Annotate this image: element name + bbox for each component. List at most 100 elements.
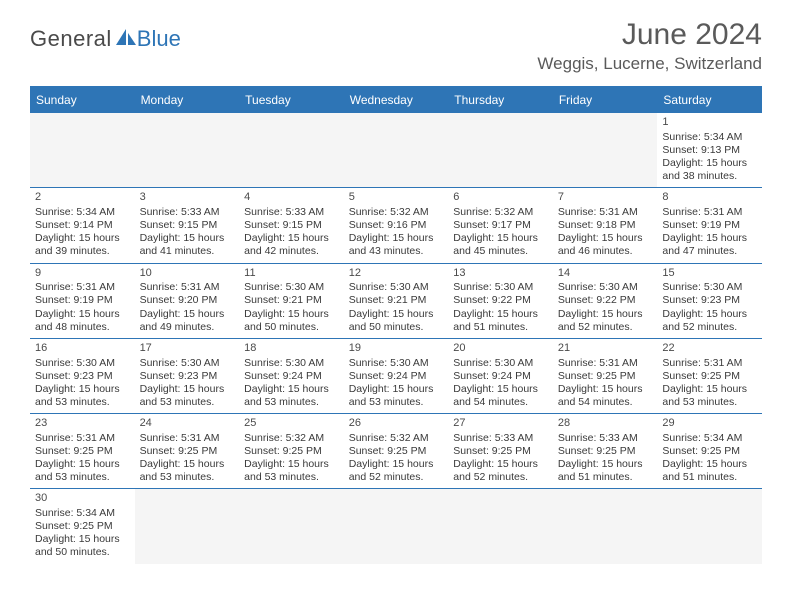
day-number: 2 bbox=[35, 191, 130, 205]
sunrise-text: Sunrise: 5:31 AM bbox=[35, 281, 130, 294]
sunset-text: Sunset: 9:25 PM bbox=[558, 445, 653, 458]
daylight-text: Daylight: 15 hours and 42 minutes. bbox=[244, 232, 339, 258]
daylight-text: Daylight: 15 hours and 50 minutes. bbox=[349, 308, 444, 334]
sunset-text: Sunset: 9:21 PM bbox=[349, 294, 444, 307]
sail-icon bbox=[115, 28, 137, 46]
sunset-text: Sunset: 9:25 PM bbox=[140, 445, 235, 458]
day-cell: 10Sunrise: 5:31 AMSunset: 9:20 PMDayligh… bbox=[135, 264, 240, 338]
day-number: 24 bbox=[140, 417, 235, 431]
sunset-text: Sunset: 9:22 PM bbox=[558, 294, 653, 307]
day-cell: 24Sunrise: 5:31 AMSunset: 9:25 PMDayligh… bbox=[135, 414, 240, 488]
day-number: 4 bbox=[244, 191, 339, 205]
sunrise-text: Sunrise: 5:30 AM bbox=[140, 357, 235, 370]
week-row: 1Sunrise: 5:34 AMSunset: 9:13 PMDaylight… bbox=[30, 113, 762, 188]
sunset-text: Sunset: 9:13 PM bbox=[662, 144, 757, 157]
day-cell: 30Sunrise: 5:34 AMSunset: 9:25 PMDayligh… bbox=[30, 489, 135, 563]
daylight-text: Daylight: 15 hours and 50 minutes. bbox=[35, 533, 130, 559]
sunset-text: Sunset: 9:21 PM bbox=[244, 294, 339, 307]
sunrise-text: Sunrise: 5:34 AM bbox=[662, 432, 757, 445]
empty-cell bbox=[448, 489, 553, 563]
daylight-text: Daylight: 15 hours and 53 minutes. bbox=[662, 383, 757, 409]
day-number: 11 bbox=[244, 267, 339, 281]
day-number: 23 bbox=[35, 417, 130, 431]
daylight-text: Daylight: 15 hours and 47 minutes. bbox=[662, 232, 757, 258]
empty-cell bbox=[239, 113, 344, 187]
sunset-text: Sunset: 9:25 PM bbox=[35, 520, 130, 533]
empty-cell bbox=[553, 113, 658, 187]
day-number: 22 bbox=[662, 342, 757, 356]
day-cell: 14Sunrise: 5:30 AMSunset: 9:22 PMDayligh… bbox=[553, 264, 658, 338]
sunset-text: Sunset: 9:25 PM bbox=[453, 445, 548, 458]
sunset-text: Sunset: 9:15 PM bbox=[244, 219, 339, 232]
logo-text-blue: Blue bbox=[137, 26, 181, 52]
day-number: 27 bbox=[453, 417, 548, 431]
sunset-text: Sunset: 9:25 PM bbox=[662, 370, 757, 383]
sunrise-text: Sunrise: 5:33 AM bbox=[558, 432, 653, 445]
page-title: June 2024 bbox=[537, 18, 762, 52]
day-cell: 4Sunrise: 5:33 AMSunset: 9:15 PMDaylight… bbox=[239, 188, 344, 262]
daylight-text: Daylight: 15 hours and 51 minutes. bbox=[558, 458, 653, 484]
sunset-text: Sunset: 9:14 PM bbox=[35, 219, 130, 232]
day-number: 15 bbox=[662, 267, 757, 281]
day-number: 1 bbox=[662, 116, 757, 130]
day-number: 12 bbox=[349, 267, 444, 281]
day-cell: 27Sunrise: 5:33 AMSunset: 9:25 PMDayligh… bbox=[448, 414, 553, 488]
daylight-text: Daylight: 15 hours and 53 minutes. bbox=[244, 383, 339, 409]
sunrise-text: Sunrise: 5:31 AM bbox=[558, 357, 653, 370]
day-header: Friday bbox=[553, 88, 658, 113]
sunrise-text: Sunrise: 5:32 AM bbox=[244, 432, 339, 445]
empty-cell bbox=[239, 489, 344, 563]
sunset-text: Sunset: 9:24 PM bbox=[244, 370, 339, 383]
sunset-text: Sunset: 9:17 PM bbox=[453, 219, 548, 232]
sunrise-text: Sunrise: 5:32 AM bbox=[453, 206, 548, 219]
sunrise-text: Sunrise: 5:33 AM bbox=[453, 432, 548, 445]
empty-cell bbox=[30, 113, 135, 187]
day-number: 16 bbox=[35, 342, 130, 356]
week-row: 30Sunrise: 5:34 AMSunset: 9:25 PMDayligh… bbox=[30, 489, 762, 563]
day-cell: 11Sunrise: 5:30 AMSunset: 9:21 PMDayligh… bbox=[239, 264, 344, 338]
sunset-text: Sunset: 9:18 PM bbox=[558, 219, 653, 232]
sunset-text: Sunset: 9:25 PM bbox=[662, 445, 757, 458]
day-cell: 15Sunrise: 5:30 AMSunset: 9:23 PMDayligh… bbox=[657, 264, 762, 338]
daylight-text: Daylight: 15 hours and 45 minutes. bbox=[453, 232, 548, 258]
day-cell: 7Sunrise: 5:31 AMSunset: 9:18 PMDaylight… bbox=[553, 188, 658, 262]
day-number: 13 bbox=[453, 267, 548, 281]
sunset-text: Sunset: 9:24 PM bbox=[453, 370, 548, 383]
sunrise-text: Sunrise: 5:31 AM bbox=[140, 281, 235, 294]
weeks-container: 1Sunrise: 5:34 AMSunset: 9:13 PMDaylight… bbox=[30, 113, 762, 564]
daylight-text: Daylight: 15 hours and 51 minutes. bbox=[453, 308, 548, 334]
day-number: 5 bbox=[349, 191, 444, 205]
daylight-text: Daylight: 15 hours and 54 minutes. bbox=[558, 383, 653, 409]
daylight-text: Daylight: 15 hours and 38 minutes. bbox=[662, 157, 757, 183]
daylight-text: Daylight: 15 hours and 53 minutes. bbox=[140, 458, 235, 484]
day-cell: 5Sunrise: 5:32 AMSunset: 9:16 PMDaylight… bbox=[344, 188, 449, 262]
daylight-text: Daylight: 15 hours and 43 minutes. bbox=[349, 232, 444, 258]
sunrise-text: Sunrise: 5:34 AM bbox=[35, 206, 130, 219]
day-header: Thursday bbox=[448, 88, 553, 113]
day-header: Tuesday bbox=[239, 88, 344, 113]
day-cell: 25Sunrise: 5:32 AMSunset: 9:25 PMDayligh… bbox=[239, 414, 344, 488]
day-number: 28 bbox=[558, 417, 653, 431]
day-cell: 6Sunrise: 5:32 AMSunset: 9:17 PMDaylight… bbox=[448, 188, 553, 262]
day-number: 6 bbox=[453, 191, 548, 205]
day-number: 10 bbox=[140, 267, 235, 281]
day-cell: 16Sunrise: 5:30 AMSunset: 9:23 PMDayligh… bbox=[30, 339, 135, 413]
day-cell: 29Sunrise: 5:34 AMSunset: 9:25 PMDayligh… bbox=[657, 414, 762, 488]
day-number: 19 bbox=[349, 342, 444, 356]
sunrise-text: Sunrise: 5:31 AM bbox=[558, 206, 653, 219]
daylight-text: Daylight: 15 hours and 50 minutes. bbox=[244, 308, 339, 334]
sunrise-text: Sunrise: 5:31 AM bbox=[662, 357, 757, 370]
day-number: 3 bbox=[140, 191, 235, 205]
day-cell: 28Sunrise: 5:33 AMSunset: 9:25 PMDayligh… bbox=[553, 414, 658, 488]
calendar: SundayMondayTuesdayWednesdayThursdayFrid… bbox=[30, 86, 762, 564]
sunset-text: Sunset: 9:23 PM bbox=[140, 370, 235, 383]
day-cell: 13Sunrise: 5:30 AMSunset: 9:22 PMDayligh… bbox=[448, 264, 553, 338]
sunrise-text: Sunrise: 5:31 AM bbox=[662, 206, 757, 219]
empty-cell bbox=[135, 113, 240, 187]
week-row: 9Sunrise: 5:31 AMSunset: 9:19 PMDaylight… bbox=[30, 264, 762, 339]
week-row: 23Sunrise: 5:31 AMSunset: 9:25 PMDayligh… bbox=[30, 414, 762, 489]
daylight-text: Daylight: 15 hours and 52 minutes. bbox=[349, 458, 444, 484]
day-number: 29 bbox=[662, 417, 757, 431]
day-header: Sunday bbox=[30, 88, 135, 113]
day-cell: 21Sunrise: 5:31 AMSunset: 9:25 PMDayligh… bbox=[553, 339, 658, 413]
